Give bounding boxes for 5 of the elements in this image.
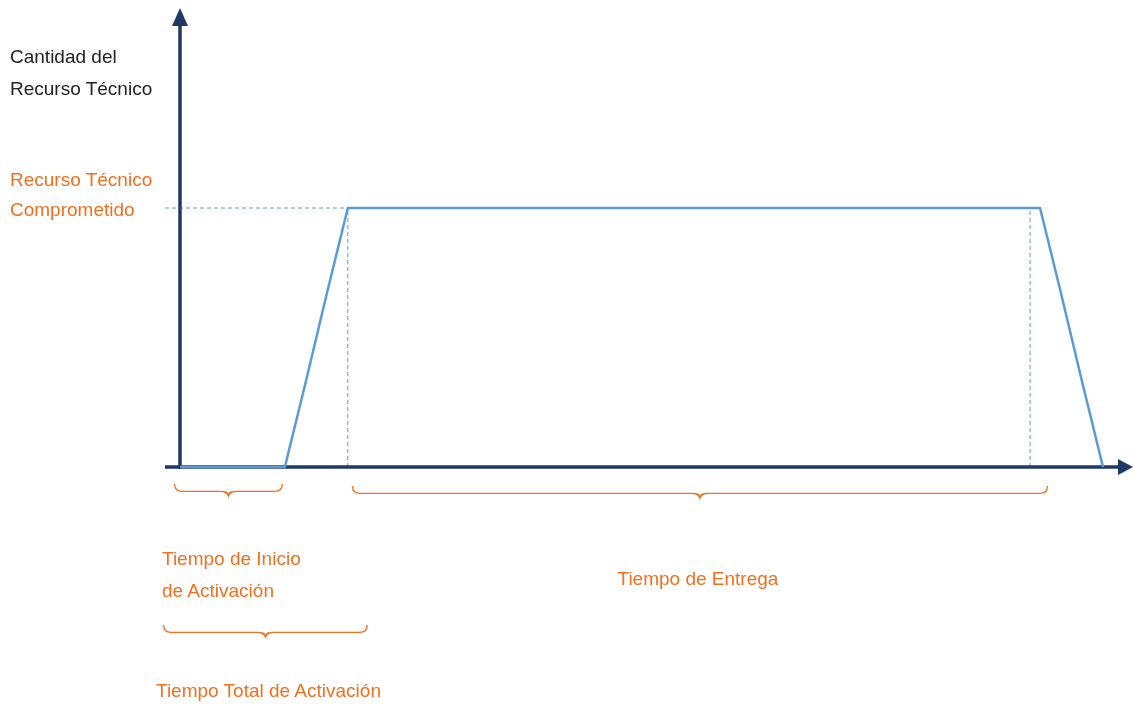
text: Tiempo de Entrega <box>617 568 779 589</box>
ref-line-label: Recurso Técnico Comprometido <box>10 169 153 220</box>
text: Tiempo de Inicio de Activación <box>162 548 301 601</box>
text: Cantidad del Recurso Técnico <box>10 46 153 99</box>
text: Tiempo Total de Activación <box>156 680 381 701</box>
